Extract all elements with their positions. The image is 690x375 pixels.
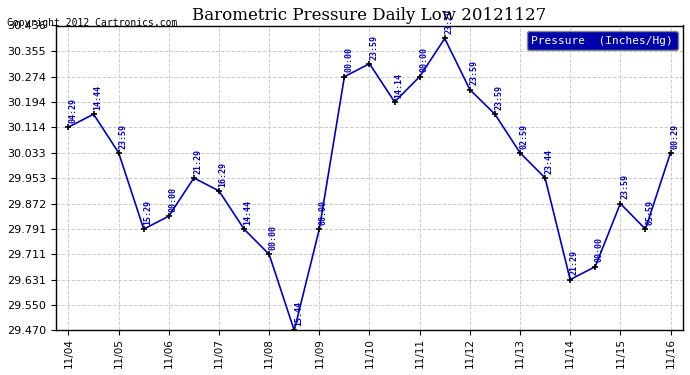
- Text: 14:44: 14:44: [93, 85, 102, 110]
- Text: 15:29: 15:29: [144, 200, 152, 225]
- Text: 04:29: 04:29: [68, 98, 77, 123]
- Text: 05:59: 05:59: [645, 200, 654, 225]
- Text: 00:00: 00:00: [595, 237, 604, 262]
- Text: 23:59: 23:59: [620, 174, 629, 200]
- Title: Barometric Pressure Daily Low 20121127: Barometric Pressure Daily Low 20121127: [193, 7, 546, 24]
- Text: 23:59: 23:59: [369, 34, 378, 60]
- Text: 02:59: 02:59: [520, 123, 529, 148]
- Text: 14:14: 14:14: [394, 73, 403, 98]
- Text: 00:00: 00:00: [168, 187, 177, 212]
- Text: 23:44: 23:44: [544, 149, 554, 174]
- Text: 00:00: 00:00: [344, 48, 353, 72]
- Text: 16:29: 16:29: [219, 162, 228, 187]
- Text: Copyright 2012 Cartronics.com: Copyright 2012 Cartronics.com: [7, 18, 177, 28]
- Text: 15:44: 15:44: [294, 301, 303, 326]
- Text: 00:29: 00:29: [670, 123, 679, 148]
- Text: 21:29: 21:29: [570, 251, 579, 275]
- Text: 23:29: 23:29: [444, 9, 453, 34]
- Text: 00:00: 00:00: [319, 200, 328, 225]
- Text: 23:59: 23:59: [495, 85, 504, 110]
- Text: 14:44: 14:44: [244, 200, 253, 225]
- Text: 23:59: 23:59: [118, 123, 127, 148]
- Text: 23:59: 23:59: [469, 60, 478, 86]
- Text: 21:29: 21:29: [194, 149, 203, 174]
- Text: 00:00: 00:00: [269, 225, 278, 250]
- Text: 00:00: 00:00: [420, 48, 428, 72]
- Legend: Pressure  (Inches/Hg): Pressure (Inches/Hg): [527, 31, 678, 50]
